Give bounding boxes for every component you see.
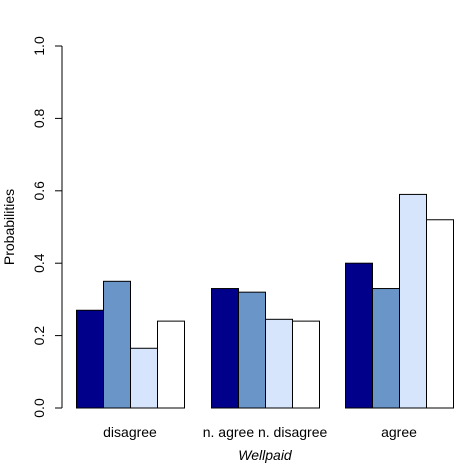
x-category-label: disagree (103, 424, 157, 440)
bar (265, 318, 293, 409)
bar (238, 291, 266, 409)
bar (130, 347, 158, 409)
bar (372, 288, 400, 409)
y-tick-label: 0.4 (31, 253, 47, 273)
bar (292, 320, 320, 409)
bar (157, 320, 185, 409)
x-category-label: agree (381, 424, 417, 440)
x-category-label: n. agree n. disagree (203, 424, 328, 440)
bar (399, 193, 427, 409)
x-axis-category-labels: disagree n. agree n. disagree agree (103, 424, 417, 440)
bars-group (76, 193, 454, 409)
y-tick-label: 0.6 (31, 181, 47, 201)
bar (103, 280, 131, 409)
y-axis-ticks: 0.0 0.2 0.4 0.6 0.8 1.0 (31, 36, 62, 418)
y-tick-label: 1.0 (31, 36, 47, 56)
bar (426, 219, 454, 409)
bar (76, 309, 104, 409)
y-tick-label: 0.8 (31, 108, 47, 128)
y-tick-label: 0.0 (31, 398, 47, 418)
bar (211, 288, 239, 409)
y-axis-title: Probabilities (1, 189, 17, 265)
x-axis-title: Wellpaid (238, 447, 293, 463)
y-tick-label: 0.2 (31, 326, 47, 346)
bar (345, 262, 373, 409)
